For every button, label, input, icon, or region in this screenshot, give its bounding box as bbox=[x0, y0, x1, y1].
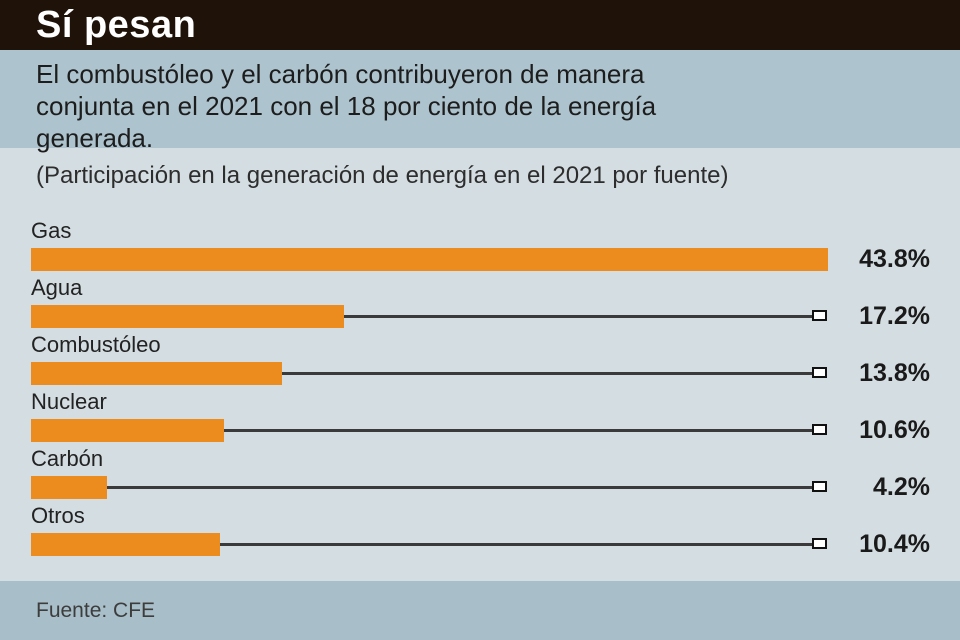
page-title: Sí pesan bbox=[36, 3, 197, 46]
intro-line-3: generada. bbox=[36, 123, 154, 153]
bar-track: 10.4% bbox=[31, 530, 930, 558]
footer-bar: Fuente: CFE bbox=[0, 581, 960, 640]
intro-line-1: El combustóleo y el carbón contribuyeron… bbox=[36, 59, 645, 89]
intro-text: El combustóleo y el carbón contribuyeron… bbox=[0, 50, 960, 153]
header-bar: Sí pesan bbox=[0, 0, 960, 50]
value-marker-icon bbox=[812, 481, 827, 492]
value-label: 10.6% bbox=[859, 416, 930, 444]
leader-line bbox=[224, 429, 812, 432]
bar-track: 13.8% bbox=[31, 359, 930, 387]
value-label: 10.4% bbox=[859, 530, 930, 558]
chart-row: Nuclear 10.6% bbox=[31, 389, 960, 444]
value-label: 4.2% bbox=[873, 473, 930, 501]
bar-track: 17.2% bbox=[31, 302, 930, 330]
bar-chart: (Participación en la generación de energ… bbox=[0, 148, 960, 581]
bar bbox=[31, 476, 107, 499]
bar-track: 43.8% bbox=[31, 245, 930, 273]
category-label: Combustóleo bbox=[31, 332, 161, 357]
value-marker-icon bbox=[812, 424, 827, 435]
value-label: 17.2% bbox=[859, 302, 930, 330]
leader-line bbox=[344, 315, 812, 318]
chart-row: Otros 10.4% bbox=[31, 503, 960, 558]
value-marker-icon bbox=[812, 310, 827, 321]
category-label: Gas bbox=[31, 218, 72, 243]
category-label: Nuclear bbox=[31, 389, 107, 414]
value-label: 13.8% bbox=[859, 359, 930, 387]
source-credit: Fuente: CFE bbox=[36, 598, 156, 622]
leader-line bbox=[282, 372, 812, 375]
chart-rows: Gas 43.8% Agua 17.2% Combustóleo 13.8% N… bbox=[0, 218, 960, 558]
bar bbox=[31, 419, 224, 442]
bar bbox=[31, 305, 344, 328]
value-label: 43.8% bbox=[859, 245, 930, 273]
chart-row: Carbón 4.2% bbox=[31, 446, 960, 501]
value-marker-icon bbox=[812, 538, 827, 549]
chart-row: Gas 43.8% bbox=[31, 218, 960, 273]
category-label: Otros bbox=[31, 503, 85, 528]
chart-row: Combustóleo 13.8% bbox=[31, 332, 960, 387]
chart-subtitle: (Participación en la generación de energ… bbox=[36, 162, 729, 189]
bar bbox=[31, 248, 828, 271]
category-label: Carbón bbox=[31, 446, 104, 471]
leader-line bbox=[107, 486, 812, 489]
bar bbox=[31, 362, 282, 385]
value-marker-icon bbox=[812, 367, 827, 378]
category-label: Agua bbox=[31, 275, 83, 300]
chart-row: Agua 17.2% bbox=[31, 275, 960, 330]
intro-line-2: conjunta en el 2021 con el 18 por ciento… bbox=[36, 91, 657, 121]
leader-line bbox=[220, 543, 812, 546]
bar bbox=[31, 533, 220, 556]
bar-track: 10.6% bbox=[31, 416, 930, 444]
bar-track: 4.2% bbox=[31, 473, 930, 501]
